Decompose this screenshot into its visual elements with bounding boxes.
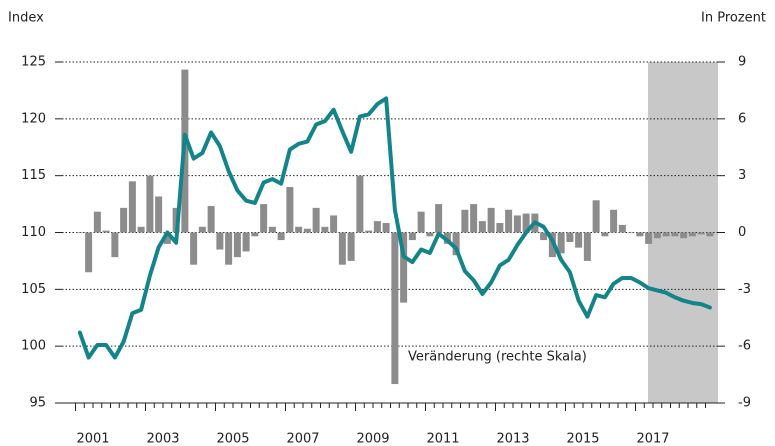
bar xyxy=(417,211,425,233)
bar xyxy=(233,232,241,258)
y2-tick-label: -6 xyxy=(738,339,751,354)
bar xyxy=(373,221,381,233)
bar xyxy=(330,215,338,233)
bar xyxy=(251,232,259,237)
x-tick-label: 2015 xyxy=(566,432,599,446)
bar xyxy=(268,226,276,233)
bar xyxy=(610,209,618,233)
axes: 95 100 105 110 115 120 125 -9 -6 -3 0 3 6 9 2001 2003 20… xyxy=(21,55,751,446)
y2-tick-label: 6 xyxy=(738,111,746,126)
bar xyxy=(505,209,513,233)
y-tick-label: 125 xyxy=(21,55,46,70)
bar xyxy=(496,223,504,233)
bar xyxy=(128,181,136,233)
bar xyxy=(102,230,110,233)
bar xyxy=(321,226,329,233)
bar xyxy=(435,204,443,233)
bar xyxy=(198,226,206,233)
bar xyxy=(163,232,171,244)
x-tick-label: 2017 xyxy=(636,432,669,446)
bar xyxy=(347,232,355,261)
y2-tick-label: -3 xyxy=(738,282,751,297)
bar xyxy=(76,232,84,234)
bar xyxy=(566,232,574,242)
bars xyxy=(76,69,714,385)
y-tick-label: 120 xyxy=(21,111,46,126)
bar xyxy=(338,232,346,265)
y2-tick-label: 9 xyxy=(738,55,746,70)
bar xyxy=(645,232,653,244)
bar xyxy=(312,207,320,233)
bar xyxy=(478,221,486,233)
bar xyxy=(636,232,644,237)
bar xyxy=(522,213,530,233)
y2-tick-label: 3 xyxy=(738,168,746,183)
bar xyxy=(382,223,390,233)
bar xyxy=(120,207,128,233)
y2-tick-label: 0 xyxy=(738,225,746,240)
x-tick-label: 2007 xyxy=(286,432,319,446)
bar xyxy=(391,232,399,385)
bar xyxy=(155,196,163,233)
y-tick-label: 105 xyxy=(21,282,46,297)
bar xyxy=(706,232,714,237)
bar xyxy=(540,232,548,241)
bar xyxy=(408,232,416,241)
y-tick-label: 115 xyxy=(21,168,46,183)
bar xyxy=(452,232,460,256)
bar xyxy=(225,232,233,265)
bar xyxy=(190,232,198,265)
bar xyxy=(461,209,469,233)
bar xyxy=(242,232,250,252)
bar xyxy=(93,211,101,233)
bar xyxy=(688,232,696,237)
bar xyxy=(487,207,495,233)
bar xyxy=(601,232,609,237)
bar xyxy=(137,226,145,233)
bar xyxy=(557,232,565,254)
bar xyxy=(653,232,661,239)
x-tick-label: 2003 xyxy=(146,432,179,446)
y-axis-label: Index xyxy=(8,11,44,26)
bar xyxy=(583,232,591,261)
bar xyxy=(356,175,364,233)
bar xyxy=(146,175,154,233)
x-tick-label: 2001 xyxy=(76,432,109,446)
bar xyxy=(592,200,600,233)
bar xyxy=(216,232,224,250)
y-tick-label: 100 xyxy=(21,339,46,354)
bar xyxy=(277,232,285,241)
bar xyxy=(662,232,670,237)
bar xyxy=(207,205,215,233)
bar xyxy=(400,232,408,303)
bar xyxy=(513,215,521,233)
bar xyxy=(365,230,373,233)
bar xyxy=(426,232,434,237)
line xyxy=(77,96,712,360)
x-tick-label: 2011 xyxy=(426,432,459,446)
x-tick-label: 2009 xyxy=(356,432,389,446)
lines xyxy=(77,96,712,360)
y2-tick-label: -9 xyxy=(738,396,751,411)
bar xyxy=(260,204,268,233)
x-tick-label: 2005 xyxy=(216,432,249,446)
bar xyxy=(85,232,93,273)
bar xyxy=(618,224,626,233)
bar xyxy=(295,226,303,233)
annotation: Veränderung (rechte Skala) xyxy=(408,350,587,365)
bar xyxy=(470,204,478,233)
bar xyxy=(680,232,688,239)
bar xyxy=(575,232,583,248)
bar xyxy=(627,232,635,234)
x-tick-label: 2013 xyxy=(496,432,529,446)
bar xyxy=(286,187,294,233)
y2-axis-label: In Prozent xyxy=(701,11,766,26)
y-tick-label: 110 xyxy=(21,225,46,240)
bar xyxy=(111,232,119,258)
bar xyxy=(697,232,705,235)
y-tick-label: 95 xyxy=(29,396,46,411)
bar xyxy=(671,232,679,237)
bar xyxy=(303,228,311,233)
